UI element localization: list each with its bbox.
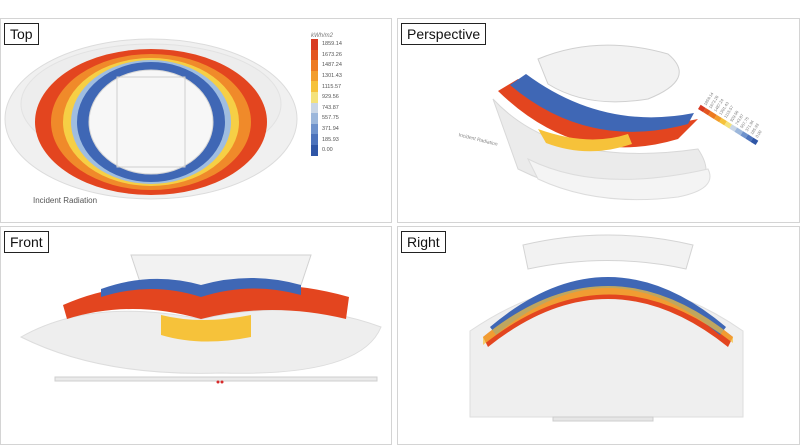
- stadium-body: [469, 283, 744, 418]
- legend-unit: kWh/m2: [311, 33, 334, 39]
- marker-dot: [220, 380, 224, 384]
- legend-value: 1115.57: [322, 83, 342, 90]
- legend-value: 371.94: [322, 126, 339, 133]
- view-label-top: Top: [4, 23, 39, 45]
- legend-row: 1301.43: [311, 70, 342, 82]
- legend-value: 1673.26: [322, 51, 342, 58]
- perspective-view-panel: Perspective Incident Radiation 1859.14 16…: [397, 18, 800, 223]
- legend-row: 1859.14: [311, 39, 342, 50]
- legend-swatch: [311, 123, 318, 135]
- legend-value: 743.87: [322, 104, 339, 111]
- legend-row: 743.87: [311, 102, 342, 114]
- legend-value: 929.56: [322, 94, 339, 101]
- upper-roof: [537, 44, 680, 103]
- ground-line: [552, 416, 654, 422]
- legend-swatch: [311, 134, 318, 145]
- roof-blue-band: [490, 277, 726, 335]
- legend-swatch: [311, 49, 318, 61]
- top-caption: Incident Radiation: [33, 196, 98, 205]
- legend-row: 1487.24: [311, 60, 342, 71]
- legend-swatch: [311, 113, 318, 124]
- legend-row: 557.75: [311, 113, 342, 124]
- top-view-panel: Top kWh/m2 1859.14 1673.26 1487.24 1301.43 1…: [0, 18, 392, 223]
- view-label-right: Right: [401, 231, 446, 253]
- front-view-panel: Front: [0, 226, 392, 445]
- roof-opening: [88, 69, 214, 175]
- legend-swatch: [311, 81, 318, 92]
- lower-tier: [526, 157, 711, 201]
- legend-row: 1673.26: [311, 49, 342, 61]
- legend-swatch: [311, 60, 318, 71]
- legend-value: 557.75: [322, 115, 339, 122]
- perspective-view-render: [492, 44, 711, 201]
- roof-blue-band: [510, 74, 694, 132]
- top-view-render: [4, 38, 298, 200]
- roof-yellow-band: [483, 286, 733, 345]
- roof-blue-band: [101, 278, 301, 297]
- legend-row: 0.00: [311, 144, 342, 156]
- top-legend: kWh/m2 1859.14 1673.26 1487.24 1301.43 1115.…: [311, 33, 342, 156]
- view-label-perspective: Perspective: [401, 23, 487, 45]
- legend-row: 1115.57: [311, 81, 342, 92]
- view-label-front: Front: [4, 231, 49, 253]
- roof-hot-band: [63, 284, 349, 319]
- ground-line: [54, 376, 378, 382]
- legend-swatch: [311, 39, 318, 50]
- front-view-render: [19, 254, 382, 384]
- legend-swatch: [311, 91, 318, 103]
- legend-value: 0.00: [322, 147, 333, 154]
- legend-swatch: [311, 102, 318, 114]
- legend-row: 371.94: [311, 123, 342, 135]
- legend-swatch: [311, 144, 318, 156]
- roof-yellow-band: [538, 129, 632, 152]
- legend-swatch: [311, 70, 318, 82]
- legend-value: 1487.24: [322, 62, 342, 69]
- right-view-panel: Right: [397, 226, 800, 445]
- roof-yellow-band: [161, 315, 251, 342]
- pitch-outline: [116, 76, 186, 168]
- legend-value: 185.93: [322, 136, 339, 143]
- legend-rows: 1859.14 1673.26 1487.24 1301.43 1115.57 929.5…: [311, 39, 342, 156]
- right-view-render: [469, 234, 744, 422]
- legend-row: 185.93: [311, 134, 342, 145]
- marker-dot: [216, 380, 220, 384]
- legend-row: 929.56: [311, 91, 342, 103]
- upper-roof: [522, 234, 694, 270]
- legend-value: 1301.43: [322, 73, 342, 80]
- legend-value: 1859.14: [322, 41, 342, 48]
- stadium-body: [19, 309, 382, 374]
